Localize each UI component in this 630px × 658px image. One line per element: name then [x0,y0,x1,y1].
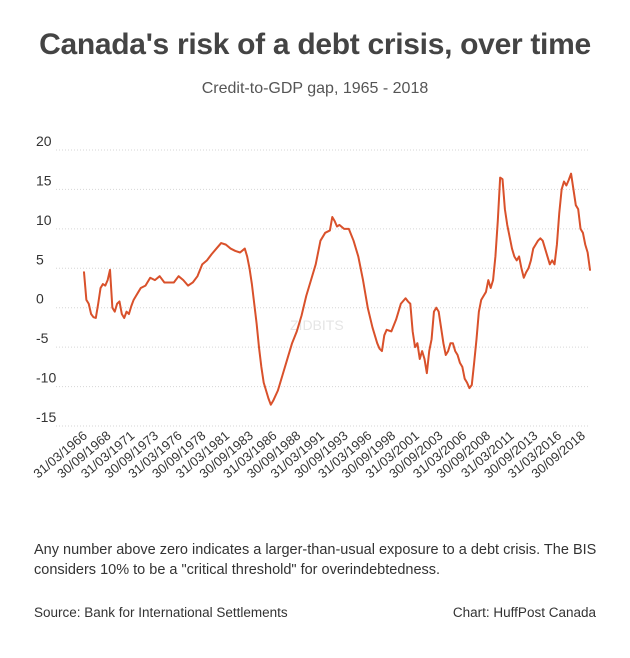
footnote: Any number above zero indicates a larger… [34,542,597,578]
chart-subtitle: Credit-to-GDP gap, 1965 - 2018 [201,80,429,97]
source-label: Source: Bank for International Settlemen… [34,605,288,620]
series-line [83,172,591,406]
y-tick-label: -5 [36,330,49,346]
chart-title: Canada's risk of a debt crisis, over tim… [39,28,591,61]
y-tick-label: 10 [36,212,52,228]
y-tick-label: 15 [36,172,52,188]
chart-credit: Chart: HuffPost Canada [452,605,596,620]
y-tick-label: 20 [36,133,52,149]
y-tick-label: 5 [36,251,44,267]
line-chart: ZIDBITS20151050-5-10-1531/03/196630/09/1… [30,133,591,481]
watermark: ZIDBITS [290,317,344,333]
y-tick-label: 0 [36,291,44,307]
y-tick-label: -15 [36,409,56,425]
y-tick-label: -10 [36,370,56,386]
